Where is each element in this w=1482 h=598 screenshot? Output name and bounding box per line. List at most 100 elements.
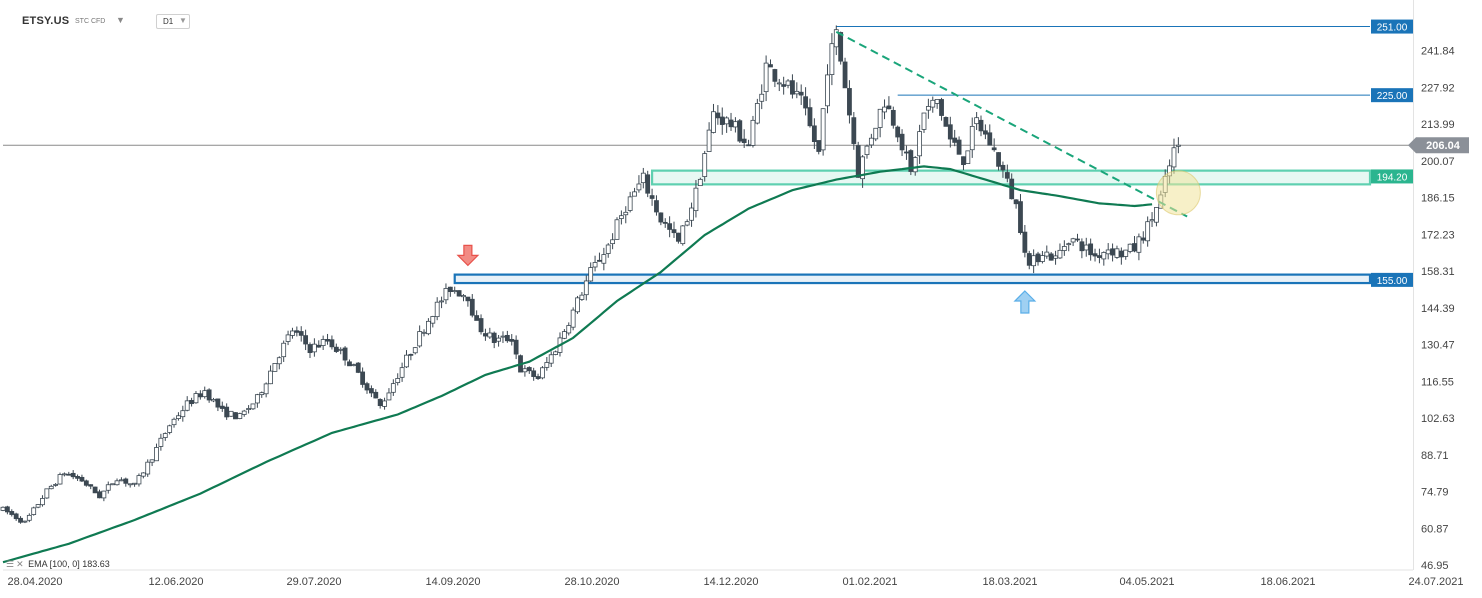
candle-body: [768, 64, 773, 68]
candle-body: [1114, 248, 1120, 258]
candle-body: [719, 116, 725, 125]
candle-body: [83, 480, 89, 486]
candle-body: [500, 335, 506, 338]
candle-body: [934, 99, 940, 104]
candle-body: [1132, 243, 1137, 252]
candle-body: [711, 111, 716, 133]
candle-body: [684, 221, 690, 226]
candle-body: [759, 93, 765, 102]
downtrend-line: [835, 30, 1188, 218]
candle-body: [180, 410, 186, 418]
candle-body: [873, 127, 879, 140]
candle-body: [40, 498, 45, 506]
chevron-down-icon[interactable]: ▼: [116, 15, 125, 25]
candle-body: [373, 391, 379, 399]
candle-body: [132, 482, 137, 485]
candle-body: [219, 405, 225, 409]
candle-body: [123, 478, 129, 484]
candle-body: [329, 339, 335, 348]
candle-body: [268, 370, 273, 385]
x-tick-label: 28.10.2020: [564, 576, 619, 588]
candle-body: [1154, 207, 1159, 223]
candle-body: [417, 331, 423, 347]
candle-body: [408, 353, 414, 356]
candle-body: [1018, 201, 1023, 234]
candle-body: [347, 361, 352, 367]
candle-body: [202, 390, 208, 398]
y-tick-label: 46.95: [1421, 560, 1449, 572]
candle-body: [636, 183, 642, 191]
candle-body: [149, 459, 155, 463]
candle-body: [1031, 255, 1037, 267]
candle-body: [649, 195, 655, 199]
candle-body: [597, 259, 602, 262]
candle-body: [44, 488, 50, 499]
candle-body: [1171, 147, 1177, 168]
level-tag-text: 225.00: [1377, 91, 1408, 102]
y-tick-label: 200.07: [1421, 156, 1455, 168]
candle-body: [377, 398, 383, 407]
candle-body: [22, 520, 28, 523]
candle-body: [399, 367, 405, 378]
candle-body: [733, 121, 738, 128]
candle-body: [145, 461, 151, 475]
candle-body: [776, 82, 782, 85]
level-tag-194.20: [1371, 169, 1413, 184]
y-tick-label: 227.92: [1421, 82, 1455, 94]
candle-body: [1044, 251, 1050, 257]
ema-legend-value: 183.63: [82, 559, 110, 569]
candle-body: [912, 157, 918, 173]
arrow-down-icon: [456, 244, 480, 267]
candle-body: [535, 376, 541, 379]
candle-body: [632, 191, 637, 197]
candle-body: [746, 144, 751, 147]
candle-body: [847, 88, 852, 116]
candle-body: [421, 331, 427, 334]
candle-body: [35, 504, 41, 508]
candle-body: [947, 124, 953, 140]
candle-body: [1070, 238, 1076, 243]
symbol-label[interactable]: ETSY.US: [22, 15, 70, 27]
y-tick-label: 213.99: [1421, 119, 1455, 131]
y-tick-label: 116.55: [1421, 376, 1454, 388]
candle-body: [496, 337, 501, 342]
candle-body: [1083, 244, 1089, 251]
candle-body: [1175, 144, 1181, 147]
candle-body: [658, 212, 664, 223]
close-icon[interactable]: ✕: [16, 559, 24, 569]
candle-body: [70, 472, 76, 478]
candle-body: [855, 145, 861, 178]
ema-line: [2, 165, 1153, 564]
candle-body: [298, 331, 304, 336]
level-tag-155.00: [1371, 272, 1413, 287]
candle-body: [158, 437, 164, 447]
candle-body: [693, 187, 699, 212]
candle-body: [728, 119, 734, 128]
candle-body: [956, 139, 962, 155]
candle-body: [509, 338, 515, 342]
candle-body: [176, 415, 181, 419]
candle-body: [978, 119, 984, 132]
candle-body: [1123, 249, 1129, 257]
candle-body: [601, 254, 607, 264]
candle-body: [171, 418, 177, 426]
candle-body: [13, 513, 19, 520]
candle-body: [447, 286, 453, 292]
candle-body: [943, 117, 949, 127]
candle-body: [794, 90, 800, 95]
candle-body: [737, 120, 743, 142]
timeframe-select[interactable]: D1 ▼: [156, 14, 190, 29]
arrow-up-icon: [1013, 290, 1037, 314]
current-price-text: 206.04: [1426, 140, 1461, 152]
y-tick-label: 74.79: [1421, 487, 1449, 499]
candle-body: [487, 332, 493, 338]
candle-body: [991, 147, 997, 151]
candle-body: [53, 484, 59, 486]
candle-body: [48, 485, 54, 490]
candle-body: [0, 506, 6, 511]
candle-body: [338, 348, 344, 351]
settings-icon[interactable]: ☰: [6, 559, 15, 569]
candle-body: [540, 367, 545, 379]
candle-body: [184, 400, 190, 411]
